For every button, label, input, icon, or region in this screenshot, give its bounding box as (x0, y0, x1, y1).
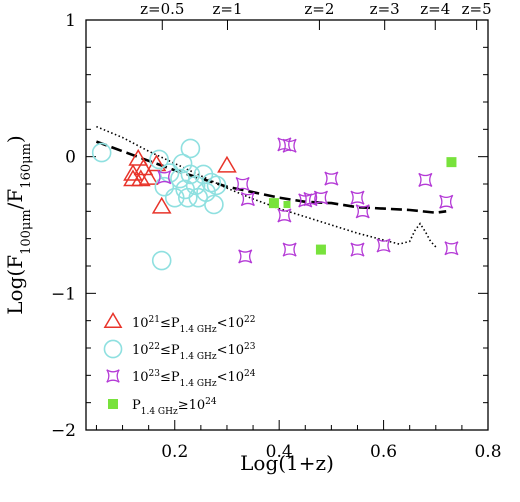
star4-data-point (282, 242, 297, 257)
square-data-point (283, 201, 291, 208)
triangle-data-point (123, 163, 143, 181)
top-redshift-label: z=1 (212, 0, 242, 18)
circle-data-point (206, 175, 227, 196)
legend-entry-label: 1023≤P1.4 GHz<1024 (132, 369, 256, 389)
y-tick-label: 1 (65, 11, 76, 31)
x-tick-label: 0.8 (474, 442, 501, 462)
circle-data-point (91, 142, 112, 163)
legend-entry-label: 1021≤P1.4 GHz<1022 (132, 315, 256, 335)
legend-square-marker (108, 399, 118, 409)
x-tick-label: 0.6 (370, 442, 397, 462)
legend-entry-label: 1022≤P1.4 GHz<1023 (132, 342, 256, 362)
star4-data-point (240, 191, 255, 207)
dotted-model-curve (96, 125, 437, 248)
triangle-data-point (146, 154, 167, 172)
star4-data-point (298, 193, 313, 208)
star4-data-point (444, 241, 459, 256)
legend-entry-label: P1.4 GHz≥1024 (132, 397, 217, 417)
top-redshift-label: z=4 (420, 0, 450, 18)
legend-triangle-marker (103, 311, 123, 329)
circle-data-point (149, 149, 169, 170)
circle-data-point (185, 175, 206, 196)
star4-data-point (313, 190, 328, 205)
legend-circle-marker (103, 339, 123, 359)
y-axis-label: Log(F100μm/F160μm) (3, 135, 34, 314)
star4-data-point (350, 242, 365, 257)
square-data-point (446, 157, 457, 168)
star4-data-point (235, 176, 250, 192)
top-redshift-label: z=2 (304, 0, 334, 18)
circle-data-point (204, 194, 224, 215)
circle-data-point (180, 164, 201, 185)
triangle-data-point (217, 155, 237, 173)
top-redshift-label: z=5 (462, 0, 492, 18)
circle-data-point (180, 138, 201, 159)
square-data-point (315, 244, 326, 255)
triangle-data-point (151, 196, 172, 214)
triangle-data-point (138, 168, 159, 185)
circle-data-point (201, 172, 222, 193)
axis-ticks: 0.2 0.4 0.6 0.8 −2 −1 0 1 z=0.5 z=1 z=2 z=3 z=4 z=5 (51, 0, 502, 462)
circle-data-point (151, 250, 172, 271)
x-tick-label: 0.2 (161, 442, 188, 462)
y-tick-label: 0 (65, 148, 76, 168)
triangle-data-point (130, 169, 151, 187)
star4-data-point (157, 170, 172, 185)
star4-data-point (355, 204, 370, 219)
star4-data-point (418, 172, 433, 187)
dashed-model-curve (95, 140, 447, 215)
y-tick-label: −1 (51, 284, 76, 304)
top-redshift-label: z=0.5 (140, 0, 184, 18)
star4-data-point (376, 238, 391, 253)
star4-data-point (282, 138, 297, 153)
data-points (91, 137, 459, 271)
circle-data-point (154, 176, 175, 197)
star4-data-point (439, 194, 454, 209)
model-curves (95, 125, 447, 248)
star4-data-point (350, 190, 365, 205)
star4-data-point (277, 208, 292, 223)
star4-data-point (238, 249, 253, 264)
star4-data-point (324, 171, 339, 186)
legend-star4-marker (106, 369, 120, 383)
y-tick-label: −2 (51, 421, 76, 441)
star4-data-point (303, 191, 318, 207)
x-tick-label: 0.4 (266, 442, 293, 462)
legend: 1021≤P1.4 GHz<1022 1022≤P1.4 GHz<1023 1023… (103, 311, 256, 417)
square-data-point (268, 198, 279, 209)
x-axis-label: Log(1+z) (240, 451, 334, 475)
plot-frame (85, 19, 489, 431)
circle-data-point (172, 153, 193, 174)
top-redshift-label: z=3 (370, 0, 400, 18)
triangle-data-point (128, 148, 149, 166)
